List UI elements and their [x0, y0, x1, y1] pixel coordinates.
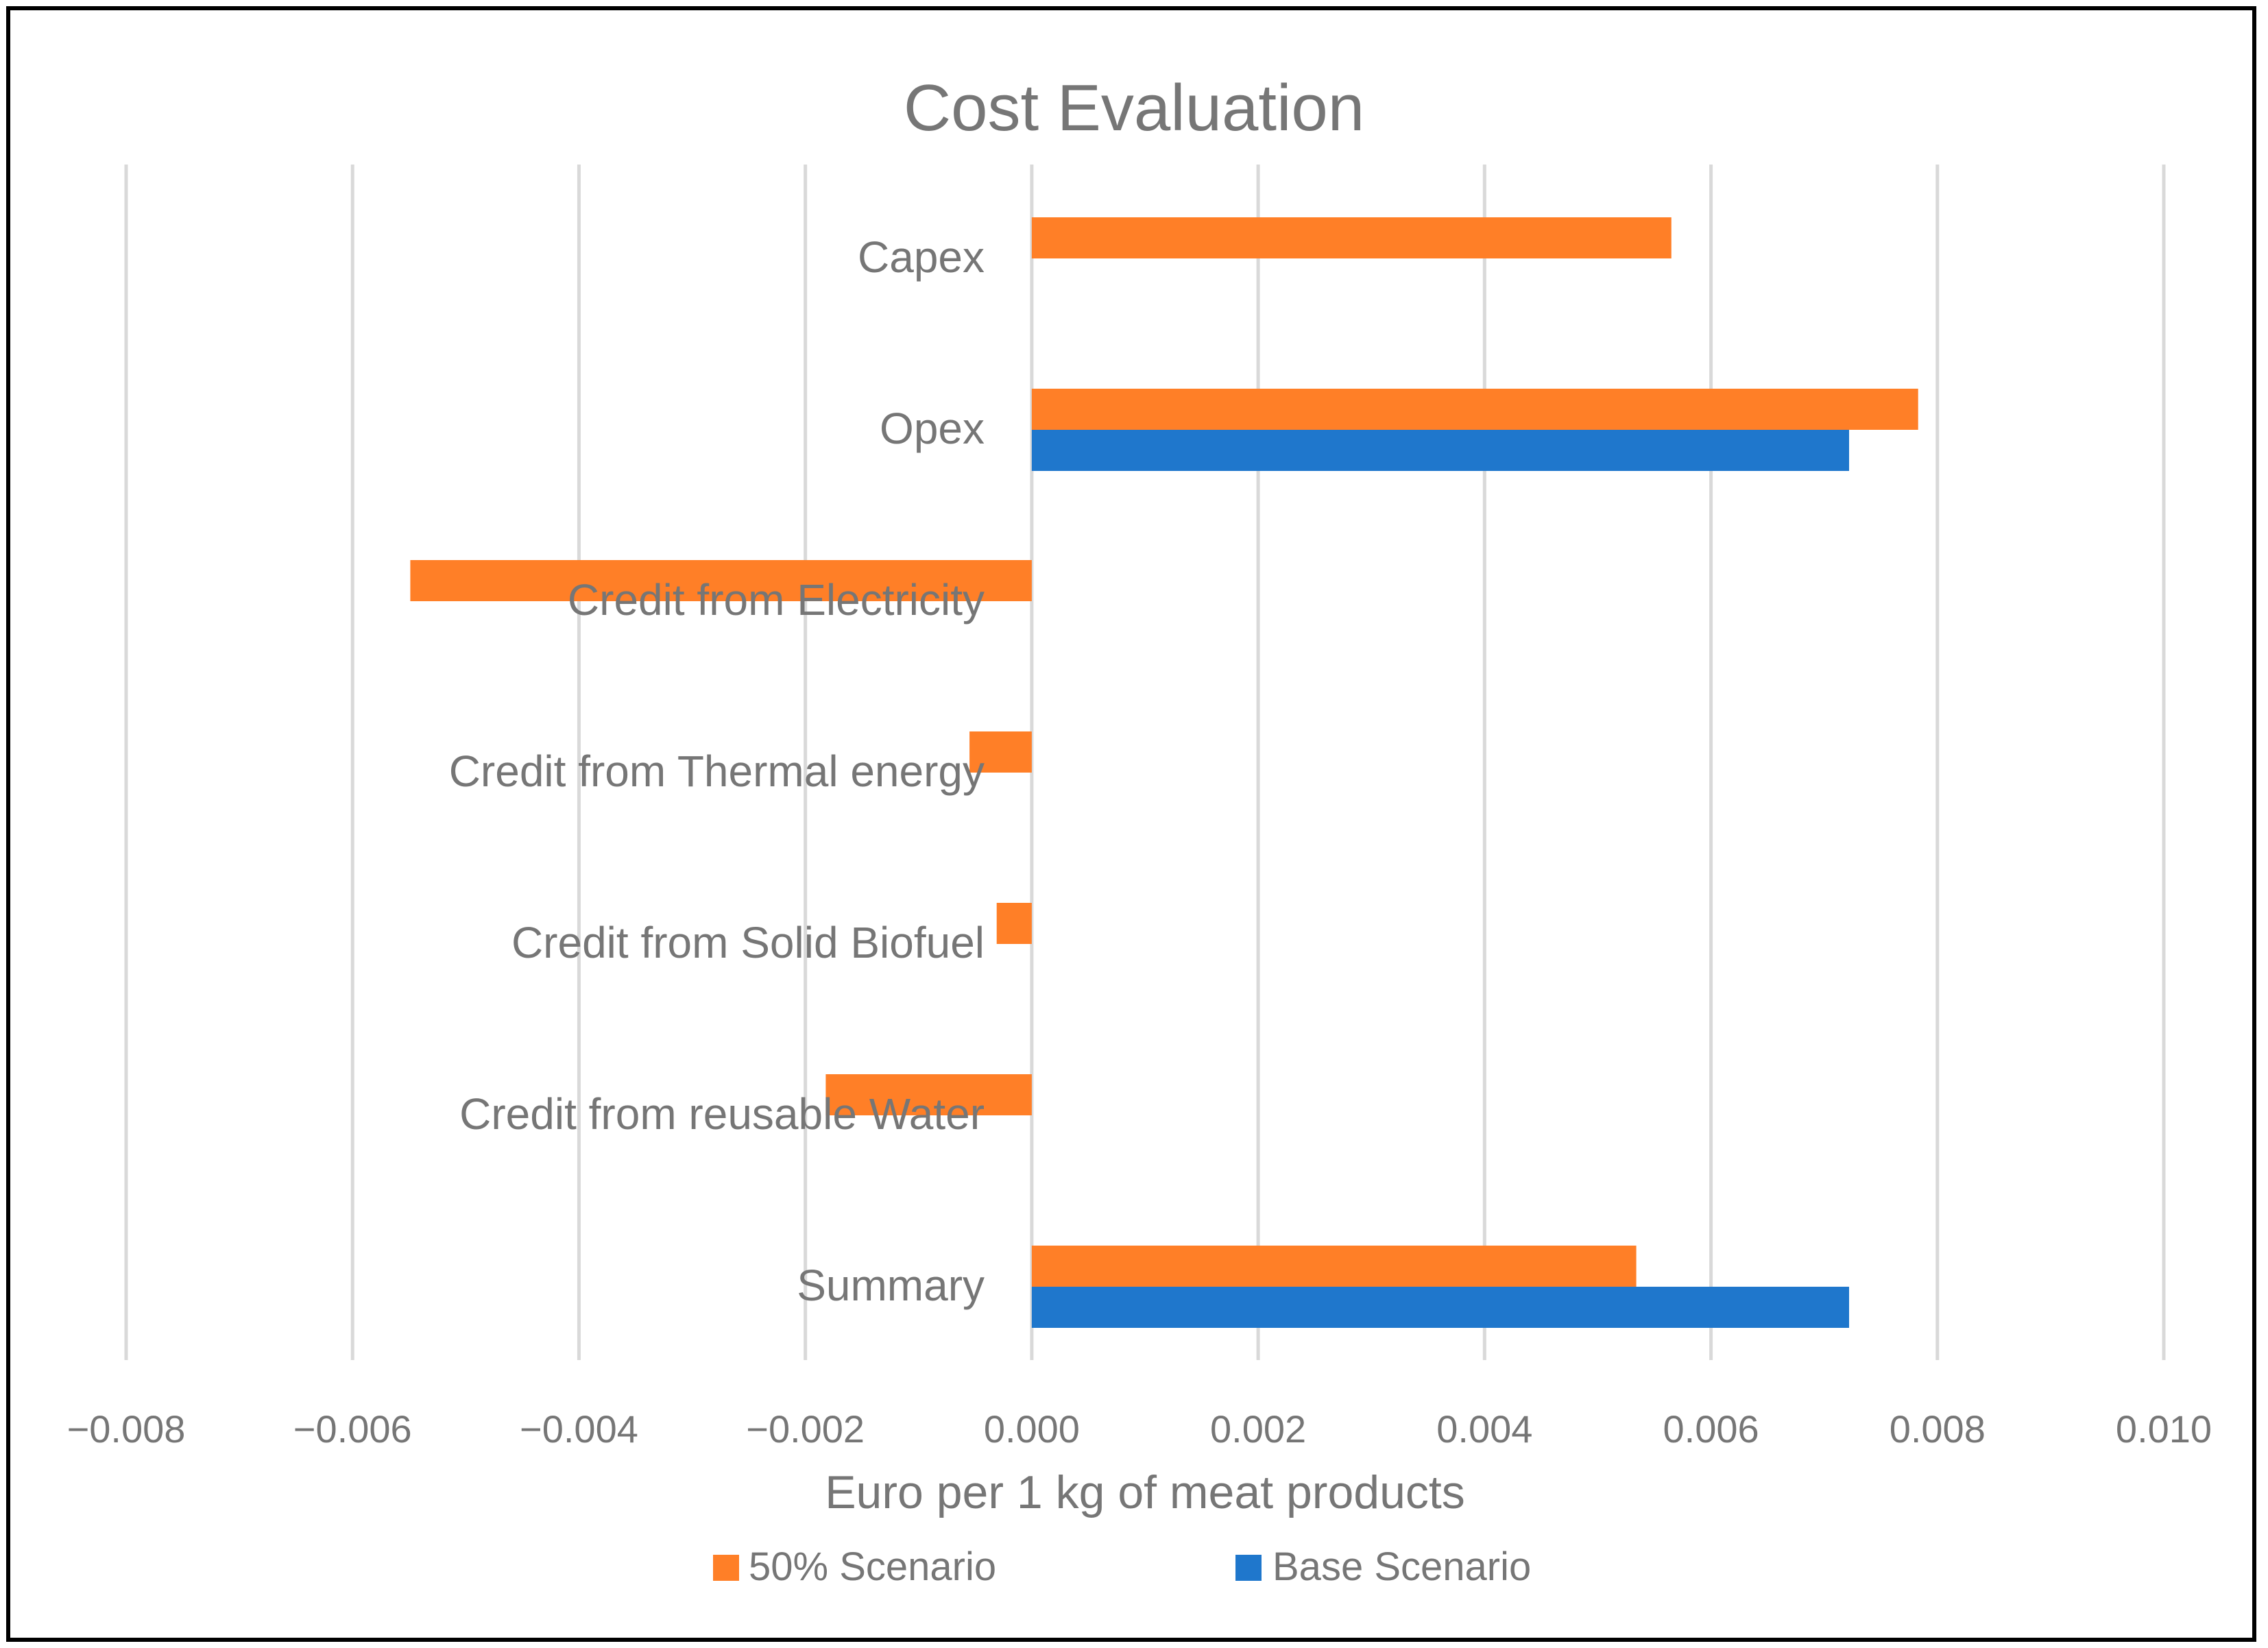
category-label-credit-from-electricity: Credit from Electricity: [568, 575, 985, 625]
category-label-summary: Summary: [797, 1261, 985, 1310]
category-label-capex: Capex: [858, 232, 985, 282]
tick-label-layer: −0.008 −0.006 −0.004 −0.002 0.000 0.002 0.004 0…: [67, 1407, 2212, 1451]
chart-title: Cost Evaluation: [904, 71, 1364, 145]
grid-layer: [124, 165, 2166, 1360]
category-label-credit-from-solid-biofuel: Credit from Solid Biofuel: [511, 918, 985, 967]
x-axis-label: Euro per 1 kg of meat products: [825, 1466, 1465, 1518]
category-label-opex: Opex: [880, 404, 985, 453]
bar-credit-from-reusable-water-50-percent-scenario: [825, 1074, 1032, 1115]
x-tick-label-0-006: 0.006: [1663, 1407, 1759, 1451]
bar-credit-from-thermal-energy-50-percent-scenario: [969, 731, 1032, 773]
bar-summary-50-percent-scenario: [1031, 1246, 1637, 1287]
category-label-credit-from-thermal-energy: Credit from Thermal energy: [449, 747, 985, 796]
bar-capex-50-percent-scenario: [1031, 217, 1672, 258]
chart-border: [6, 6, 2256, 1642]
legend-swatch-base-scenario: [1235, 1555, 1262, 1581]
bar-opex-base-scenario: [1031, 430, 1849, 471]
x-tick-label-0-008: −0.008: [67, 1407, 186, 1451]
x-tick-label-0-008: 0.008: [1890, 1407, 1986, 1451]
category-label-credit-from-reusable-water: Credit from reusable Water: [459, 1089, 985, 1139]
x-tick-label-0-004: 0.004: [1436, 1407, 1532, 1451]
x-tick-label-0-010: 0.010: [2116, 1407, 2212, 1451]
x-tick-label-0-002: −0.002: [746, 1407, 865, 1451]
category-label-layer: Capex Opex Credit from Electricity Credit f…: [449, 232, 985, 1310]
bar-layer: [410, 217, 1918, 1328]
legend-label-50-percent-scenario: 50% Scenario: [749, 1544, 996, 1589]
legend-swatch-50-percent-scenario: [713, 1555, 739, 1581]
x-tick-label-0-002: 0.002: [1210, 1407, 1306, 1451]
legend-label-base-scenario: Base Scenario: [1272, 1544, 1531, 1589]
x-tick-label-0-006: −0.006: [293, 1407, 412, 1451]
bar-opex-50-percent-scenario: [1031, 389, 1918, 430]
x-tick-label-0-004: −0.004: [520, 1407, 638, 1451]
bar-credit-from-electricity-50-percent-scenario: [410, 560, 1032, 601]
x-tick-label-0-000: 0.000: [984, 1407, 1080, 1451]
bar-summary-base-scenario: [1031, 1287, 1849, 1328]
bar-credit-from-solid-biofuel-50-percent-scenario: [996, 903, 1032, 944]
legend: 50% Scenario Base Scenario: [713, 1544, 1531, 1589]
